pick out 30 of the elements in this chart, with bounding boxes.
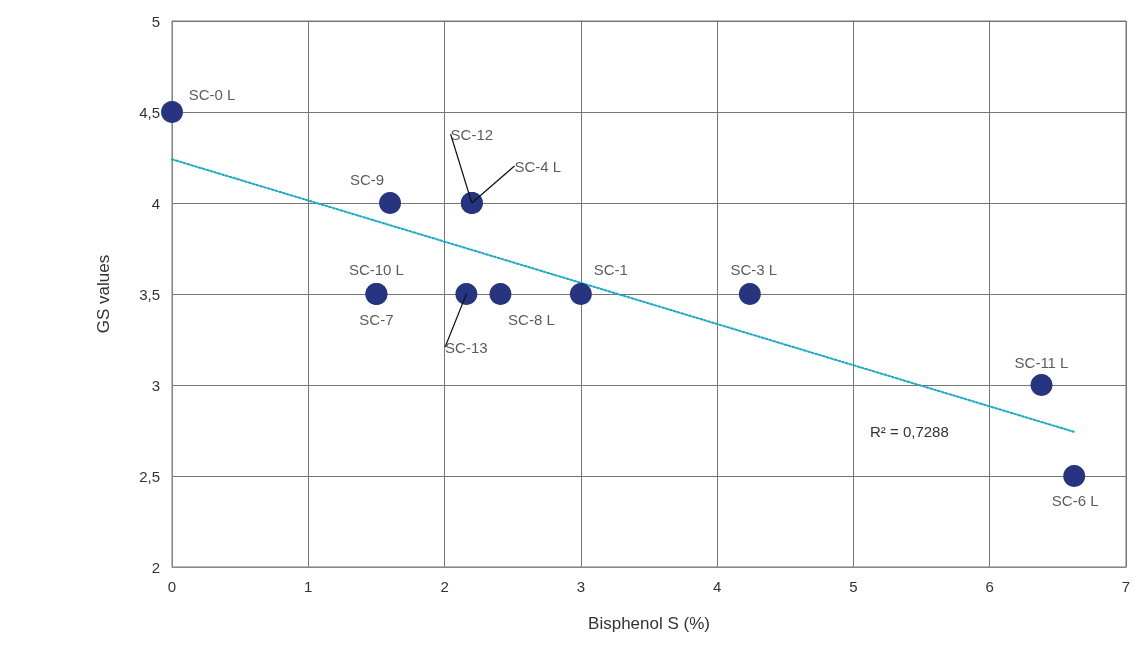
y-tick-label: 3	[151, 376, 160, 394]
y-tick-label: 2,5	[139, 467, 160, 485]
annotation: SC-12	[450, 125, 494, 143]
annotation: SC-9	[349, 170, 385, 188]
x-tick-label: 6	[985, 578, 994, 595]
y-tick-label: 3,5	[139, 285, 160, 303]
y-axis-title: GS values	[94, 254, 113, 334]
annotation: SC-0 L	[188, 85, 236, 103]
annotation: SC-1	[593, 260, 628, 278]
y-tick-label: 4	[151, 194, 160, 212]
y-tick-label: 5	[151, 12, 160, 30]
annotation: SC-3 L	[730, 260, 778, 278]
annotation: SC-6 L	[1051, 491, 1099, 509]
annotation: SC-4 L	[514, 157, 562, 175]
x-tick-label: 2	[440, 578, 449, 595]
x-tick-label: 1	[304, 578, 313, 595]
annotation: SC-8 L	[508, 310, 555, 328]
x-tick-label: 5	[849, 578, 858, 595]
x-tick-label: 0	[167, 578, 177, 595]
y-tick-label: 4,5	[139, 103, 160, 121]
annotation: SC-13	[445, 338, 488, 356]
x-tick-label: 7	[1121, 578, 1131, 595]
x-axis-title: Bisphenol S (%)	[588, 614, 710, 633]
y-tick-label: 2	[151, 558, 160, 576]
annotation: SC-10 L	[348, 260, 404, 278]
annotation: SC-7	[359, 310, 394, 328]
x-tick-label: 4	[712, 578, 722, 595]
annotation: SC-11 L	[1014, 353, 1069, 371]
annotation: R² = 0,7288	[870, 423, 949, 440]
x-tick-label: 3	[576, 578, 586, 595]
